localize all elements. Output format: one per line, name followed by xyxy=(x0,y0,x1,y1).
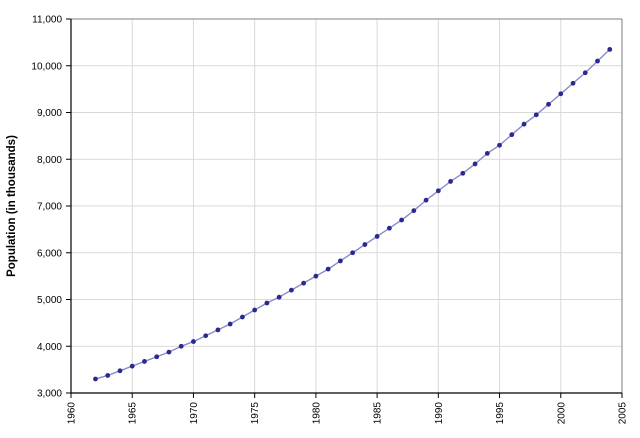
data-point xyxy=(105,373,111,378)
y-tick-label: 7,000 xyxy=(37,202,62,213)
axis-ticks xyxy=(66,18,623,398)
data-point xyxy=(129,363,135,369)
data-point xyxy=(301,280,307,286)
data-point xyxy=(558,91,564,97)
data-point xyxy=(289,287,294,293)
data-point xyxy=(607,46,613,52)
data-point xyxy=(533,112,539,118)
data-point xyxy=(166,349,172,355)
data-point xyxy=(582,70,588,76)
data-point xyxy=(154,354,160,360)
data-point xyxy=(215,327,221,333)
data-point xyxy=(570,80,576,86)
data-point xyxy=(264,300,270,306)
data-point xyxy=(386,225,392,231)
data-point xyxy=(435,188,441,194)
y-tick-label: 8,000 xyxy=(37,155,62,166)
data-series xyxy=(93,46,613,382)
data-point xyxy=(276,294,282,300)
data-point xyxy=(191,339,196,344)
data-point xyxy=(423,197,429,203)
y-tick-label: 3,000 xyxy=(37,389,62,400)
data-point xyxy=(374,233,380,239)
x-tick-label: 1980 xyxy=(311,402,322,425)
data-point xyxy=(546,101,551,107)
data-point xyxy=(472,161,478,167)
x-tick-label: 1990 xyxy=(434,402,445,425)
data-point xyxy=(337,258,343,264)
data-point xyxy=(411,208,417,214)
data-point xyxy=(313,273,319,279)
data-point xyxy=(178,343,184,349)
data-point xyxy=(484,151,490,156)
data-point xyxy=(448,179,453,184)
x-tick-label: 1960 xyxy=(67,402,78,425)
y-tick-label: 10,000 xyxy=(31,61,62,72)
data-point xyxy=(362,242,368,247)
x-tick-label: 1975 xyxy=(250,402,261,425)
data-point xyxy=(142,359,147,364)
data-point xyxy=(460,170,466,176)
data-point xyxy=(497,142,502,148)
data-point xyxy=(203,333,209,339)
data-point xyxy=(93,376,98,382)
y-tick-label: 11,000 xyxy=(32,15,62,26)
data-point xyxy=(595,58,600,64)
x-tick-label: 1965 xyxy=(128,402,139,425)
data-point xyxy=(240,314,245,320)
y-axis-title: Population (in thousands) xyxy=(6,135,18,277)
data-point xyxy=(227,321,233,327)
gridlines xyxy=(71,19,622,393)
axis-tick-labels: 3,000 4,000 5,000 6,000 7,000 8,000 9,000 10,00… xyxy=(31,15,628,425)
data-point xyxy=(399,217,404,223)
x-tick-label: 2000 xyxy=(556,402,567,425)
data-point xyxy=(350,250,356,256)
data-point xyxy=(521,121,527,127)
data-point xyxy=(509,132,515,138)
y-tick-label: 5,000 xyxy=(37,295,62,306)
x-tick-label: 1985 xyxy=(373,402,384,425)
data-point xyxy=(117,368,123,374)
y-tick-label: 9,000 xyxy=(37,108,62,119)
y-tick-label: 6,000 xyxy=(37,248,62,259)
x-tick-label: 1995 xyxy=(495,402,506,425)
population-trend-line xyxy=(95,48,611,380)
data-point xyxy=(252,307,258,313)
data-point xyxy=(325,266,331,272)
y-tick-label: 4,000 xyxy=(37,342,62,353)
x-tick-label: 2005 xyxy=(618,402,629,425)
x-tick-label: 1970 xyxy=(189,402,200,425)
